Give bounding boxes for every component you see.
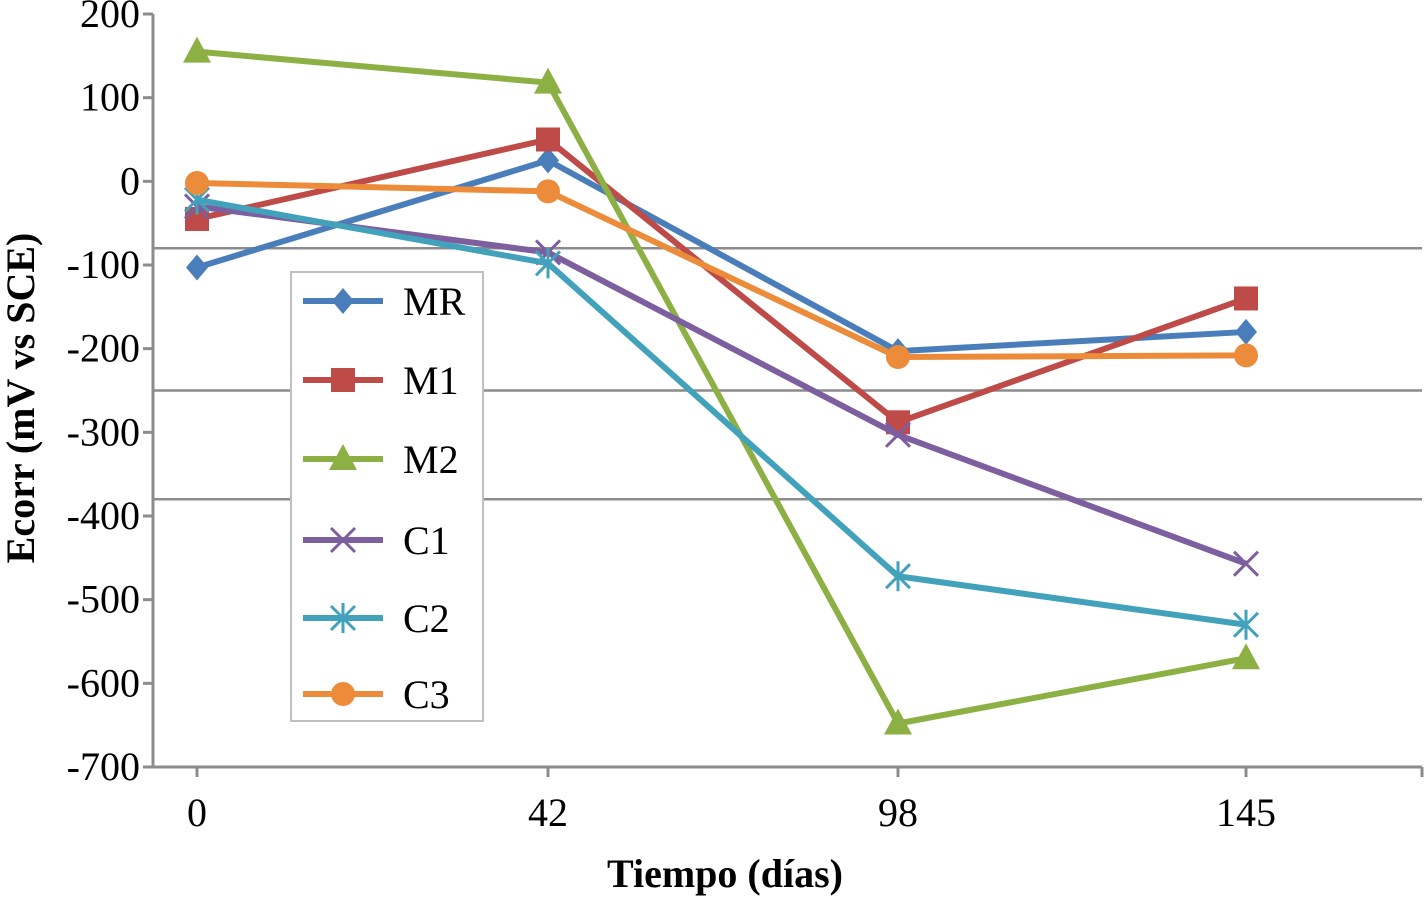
- legend-label-c2: C2: [403, 596, 450, 641]
- data-point-m1: [536, 127, 560, 152]
- data-point-mr: [186, 254, 208, 281]
- legend-marker-c1: [329, 526, 357, 554]
- x-tick-label: 98: [878, 790, 918, 835]
- data-point-mr: [1235, 318, 1257, 345]
- series-line-c2: [196, 196, 1247, 628]
- x-tick-label: 42: [528, 790, 568, 835]
- x-tick-label: 0: [187, 790, 207, 835]
- legend-label-m2: M2: [403, 437, 459, 482]
- legend-label-c3: C3: [403, 672, 450, 717]
- data-point-c3: [886, 345, 910, 370]
- series-lines: [183, 36, 1260, 735]
- y-tick-label: 100: [80, 75, 140, 120]
- data-point-c1: [884, 421, 912, 448]
- legend-item-c3: C3: [303, 672, 450, 717]
- data-point-c2: [1232, 609, 1260, 640]
- data-point-mr: [537, 147, 559, 174]
- y-axis-title: Ecorr (mV vs SCE): [0, 233, 43, 564]
- data-point-c2: [534, 248, 562, 279]
- y-tick-label: -700: [67, 744, 140, 789]
- x-tick-label: 145: [1216, 790, 1276, 835]
- y-tick-label: -400: [67, 493, 140, 538]
- y-tick-label: -600: [67, 660, 140, 705]
- legend-box: [290, 271, 484, 722]
- series-m1: [185, 127, 1258, 435]
- data-point-c3: [1234, 343, 1258, 368]
- x-axis-ticks: 0 42 98 145: [187, 767, 1424, 835]
- y-axis-ticks: 200 100 0 -100 -200 -300 -400 -500 -600 -700: [67, 0, 153, 789]
- y-tick-label: 0: [120, 158, 140, 203]
- legend-item-c2: C2: [303, 596, 450, 641]
- data-point-m2: [534, 67, 562, 94]
- data-point-m2: [1232, 643, 1260, 670]
- y-tick-label: -300: [67, 409, 140, 454]
- series-c2: [183, 184, 1260, 640]
- legend-marker-c3: [331, 682, 355, 706]
- series-line-c3: [196, 180, 1247, 361]
- y-tick-label: -200: [67, 326, 140, 371]
- data-point-m2: [884, 708, 912, 735]
- data-point-m1: [1234, 286, 1258, 311]
- data-point-m2: [183, 36, 211, 63]
- legend-marker-mr: [332, 288, 354, 314]
- legend-marker-m2: [329, 444, 357, 470]
- series-m2: [183, 36, 1260, 735]
- x-axis-title: Tiempo (días): [607, 851, 843, 896]
- data-point-c3: [185, 171, 209, 196]
- legend: MR M1 M2 C1 C2 C3: [290, 271, 484, 722]
- data-point-c1: [1232, 550, 1260, 577]
- series-c3: [185, 171, 1258, 370]
- series-line-m2: [196, 48, 1247, 727]
- legend-item-m1: M1: [303, 358, 459, 403]
- legend-marker-m1: [331, 368, 355, 392]
- legend-item-mr: MR: [303, 279, 466, 324]
- legend-label-c1: C1: [403, 518, 450, 563]
- legend-item-c1: C1: [303, 518, 450, 563]
- y-tick-label: 200: [80, 0, 140, 36]
- data-point-c2: [884, 561, 912, 592]
- series-line-m1: [196, 136, 1248, 426]
- legend-marker-c2: [329, 603, 357, 633]
- axes: [151, 14, 1422, 769]
- legend-label-m1: M1: [403, 358, 459, 403]
- series-line-mr: [196, 157, 1247, 355]
- legend-label-mr: MR: [403, 279, 466, 324]
- y-tick-label: -500: [67, 577, 140, 622]
- y-tick-label: -100: [67, 242, 140, 287]
- data-point-c3: [536, 179, 560, 204]
- legend-item-m2: M2: [303, 437, 459, 482]
